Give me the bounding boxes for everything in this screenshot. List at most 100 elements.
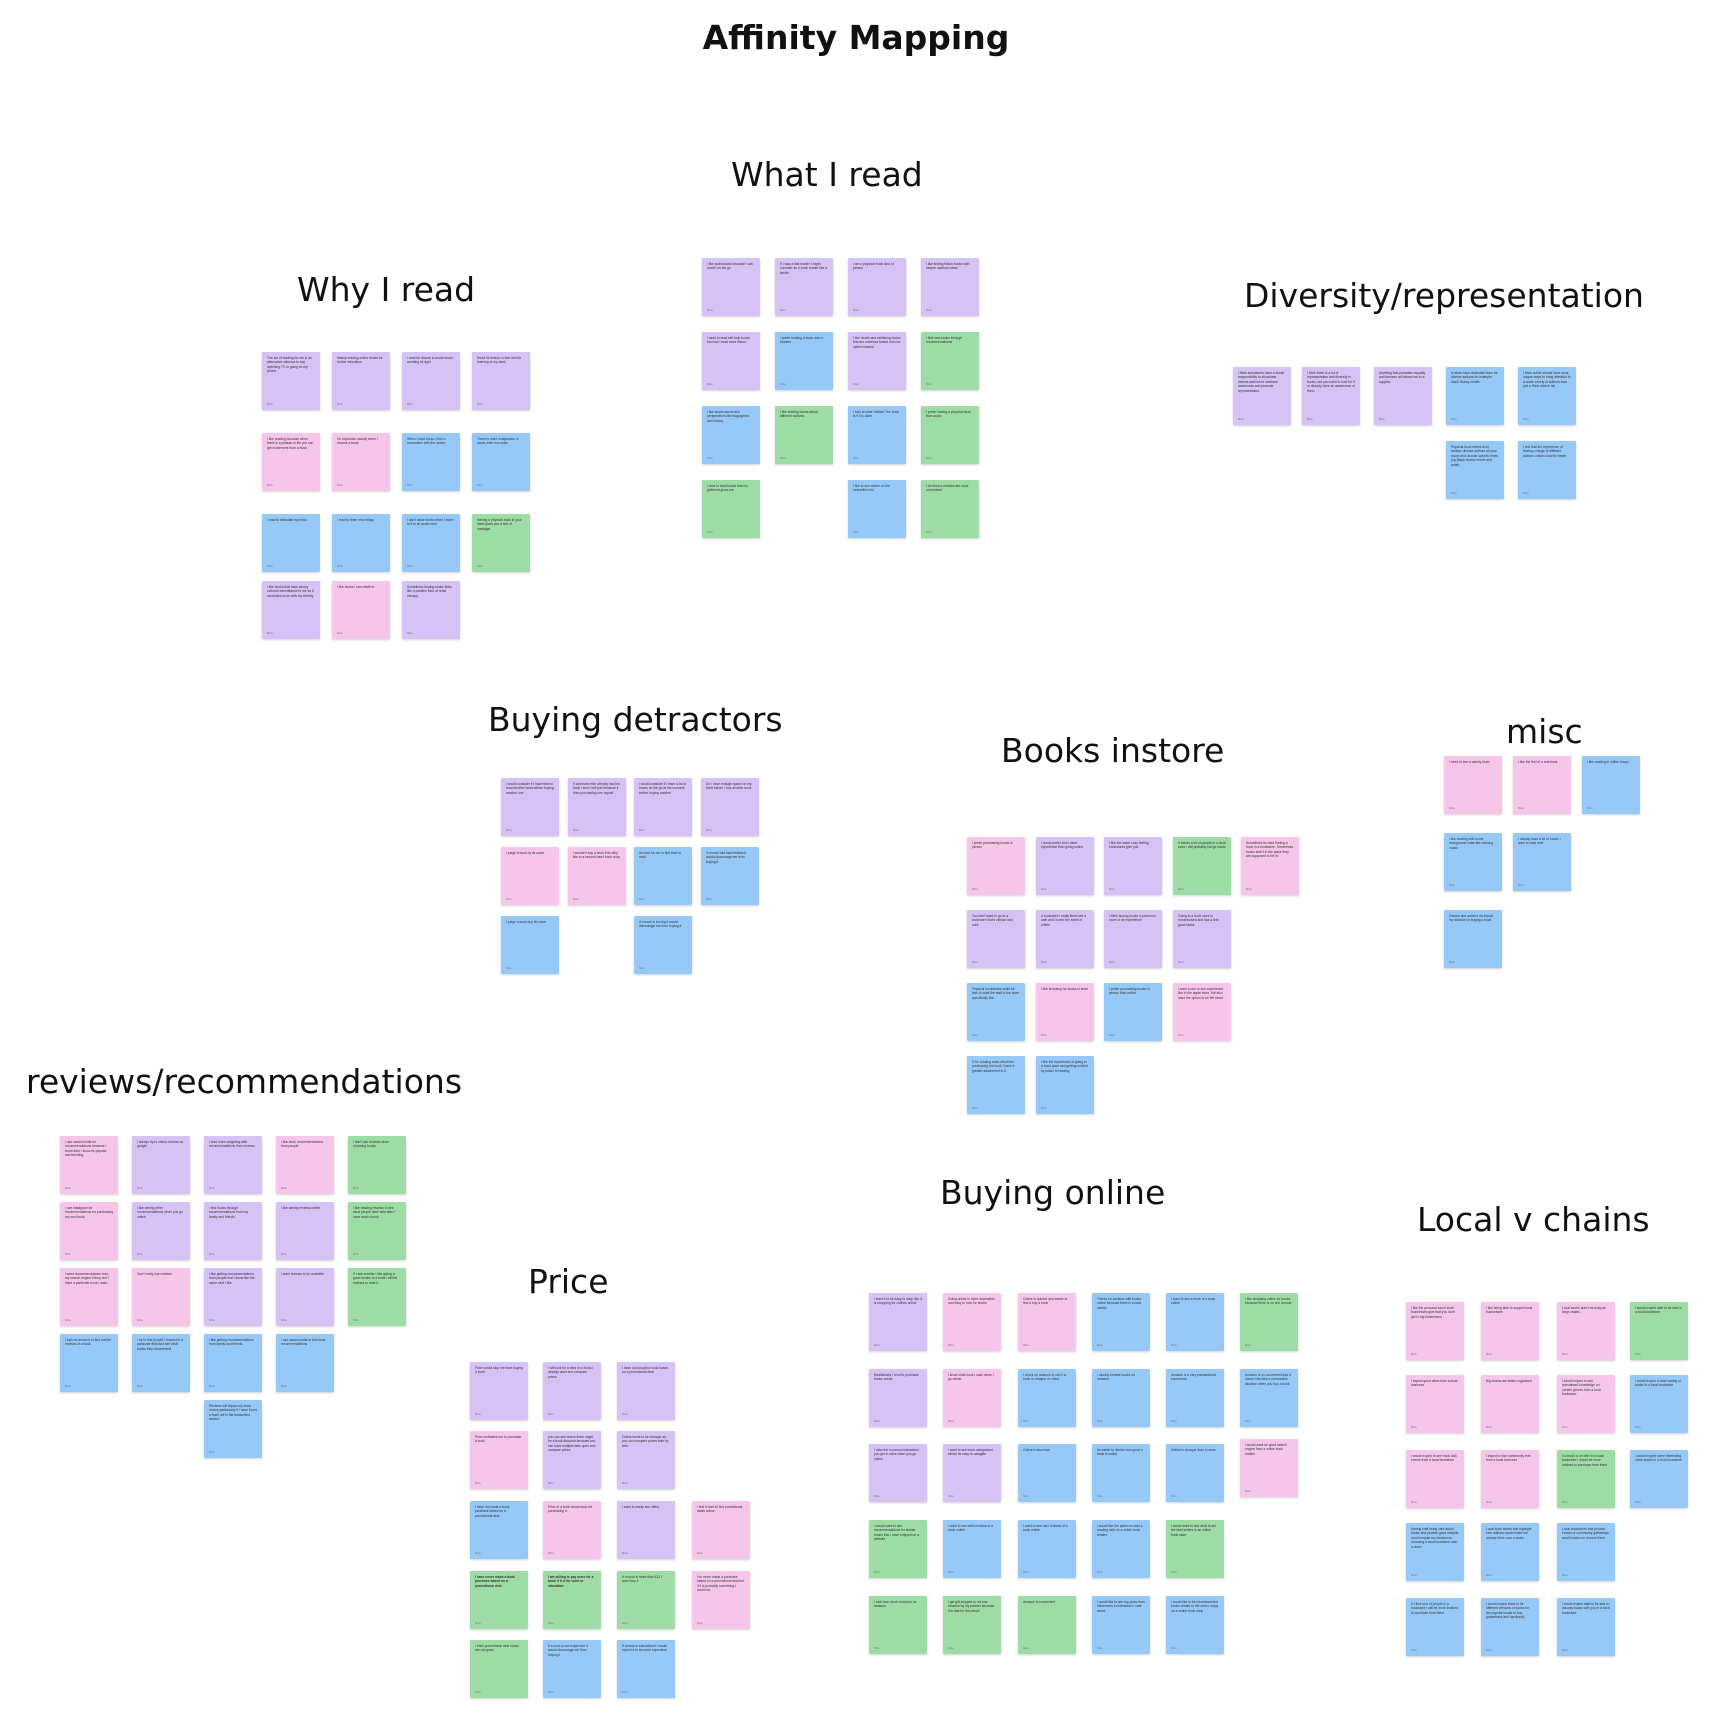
sticky-note[interactable]: I like health and wellbeing books that a… [848, 332, 906, 390]
group-title-reviews[interactable]: reviews/recommendations [26, 1062, 463, 1101]
sticky-note[interactable]: I'm impulsive usually when I choose a bo… [332, 433, 390, 491]
group-title-buying-detractors[interactable]: Buying detractors [488, 700, 783, 739]
sticky-note[interactable]: I prefer holding a book over e-readers Mi… [775, 332, 833, 390]
sticky-note[interactable]: I would consider if I have time to read … [501, 778, 559, 836]
sticky-note[interactable]: I expect good vibes from a local busines… [1406, 1375, 1464, 1433]
sticky-note[interactable]: Sometimes buying books feels like a posi… [402, 581, 460, 639]
sticky-note[interactable]: I would want to see what is are the best… [1166, 1520, 1224, 1578]
sticky-note[interactable]: I don't use reviews when choosing books M… [348, 1136, 406, 1194]
sticky-note[interactable]: I would expect staff to be nice in a loc… [1630, 1302, 1688, 1360]
sticky-note[interactable]: I need to see a catchy blurb Mina [1444, 756, 1502, 814]
sticky-note[interactable]: I know what book I want when I go online… [943, 1369, 1001, 1427]
sticky-note[interactable]: I've never made a purchase based on a pr… [692, 1571, 750, 1629]
sticky-note[interactable]: I like seeing other recommendations when… [132, 1202, 190, 1260]
sticky-note[interactable]: Don't really use reviews. Mina [132, 1268, 190, 1326]
sticky-note[interactable]: Read for leisure in bed and for learning… [472, 352, 530, 410]
sticky-note[interactable]: Local book stores that highlight new aut… [1481, 1523, 1539, 1581]
sticky-note[interactable]: There is more imagination in words than … [472, 433, 530, 491]
sticky-note[interactable]: I want it to be easy to shop like it is … [869, 1293, 927, 1351]
sticky-note[interactable]: I miss the in person interaction you get… [869, 1444, 927, 1502]
group-title-misc[interactable]: misc [1506, 712, 1583, 751]
sticky-note[interactable]: I like books I can relate to Mina [332, 581, 390, 639]
sticky-note[interactable]: Price motivates me to purchase a book Min… [470, 1431, 528, 1489]
sticky-note[interactable]: I want reviews to be available Mina [276, 1268, 334, 1326]
sticky-note[interactable]: Its hard for me to find time to read Mina [634, 847, 692, 905]
sticky-note[interactable]: I judge a book buy its cover Mina [501, 916, 559, 974]
sticky-note[interactable]: I feel that the experience of finding a … [1518, 441, 1576, 499]
sticky-note[interactable]: I want recommendations from my search en… [60, 1268, 118, 1326]
sticky-note[interactable]: Local stores aren't as busy as large cha… [1557, 1302, 1615, 1360]
sticky-note[interactable]: Sometimes its hard finding a book in a b… [1241, 837, 1299, 895]
sticky-note[interactable]: I would like to be recommended books sim… [1166, 1596, 1224, 1654]
sticky-note[interactable]: I get gift shipped to not use amazon by … [943, 1596, 1001, 1654]
sticky-note[interactable]: you can see where there might be a book … [543, 1431, 601, 1489]
sticky-note[interactable]: Mainly reading online books for further … [332, 352, 390, 410]
sticky-note[interactable]: Theres no curation with books online bec… [1092, 1293, 1150, 1351]
sticky-note[interactable]: I like seeing reviews online Mina [276, 1202, 334, 1260]
sticky-note[interactable]: I use Instagram for recommendations for … [60, 1202, 118, 1260]
sticky-note[interactable]: I judge a book by its cover Mina [501, 847, 559, 905]
sticky-note[interactable]: I use social media for recommendations b… [60, 1136, 118, 1194]
sticky-note[interactable]: If a book is educational I would expect … [617, 1640, 675, 1698]
sticky-note[interactable]: Online is cheaper than in store Mina [1166, 1444, 1224, 1502]
sticky-note[interactable]: If I was a fast reader I might consider … [775, 258, 833, 316]
sticky-note[interactable]: I like books that have strong cultural r… [262, 581, 320, 639]
sticky-note[interactable]: I think buying books in person is more o… [1104, 910, 1162, 968]
sticky-note[interactable]: If theres a lot of people in a book stor… [1173, 837, 1231, 895]
sticky-note[interactable]: Going to a book store is romanticised an… [1173, 910, 1231, 968]
sticky-note[interactable]: I wouldn't buy a book if its dirty like … [568, 847, 626, 905]
group-title-local-v-chains[interactable]: Local v chains [1417, 1200, 1650, 1239]
sticky-note[interactable]: I like to see what's on the bestsellers … [848, 480, 906, 538]
sticky-note[interactable]: I like reading books about different cul… [775, 406, 833, 464]
sticky-note[interactable]: I expect a nice community feel from a lo… [1481, 1450, 1539, 1508]
sticky-note[interactable]: I want to see book categorised where its… [943, 1444, 1001, 1502]
sticky-note[interactable]: I like reading with some background nois… [1444, 833, 1502, 891]
sticky-note[interactable]: I do think e-readers are more convenient… [921, 480, 979, 538]
sticky-note[interactable]: I think online should have more unique w… [1518, 367, 1576, 425]
sticky-note[interactable]: I like the experience of going to a book… [1036, 1056, 1094, 1114]
sticky-note[interactable]: I would like to see top picks from influ… [1092, 1596, 1150, 1654]
sticky-note[interactable]: Do I have enough space on my shelf befor… [701, 778, 759, 836]
sticky-note[interactable]: If a book is more than £12 I won't buy i… [617, 1571, 675, 1629]
sticky-note[interactable]: I have not made a book purchase based on… [470, 1501, 528, 1559]
sticky-note[interactable]: I think bookstores have a social respons… [1233, 367, 1291, 425]
sticky-note[interactable]: I find books through recommendations fro… [204, 1202, 262, 1260]
sticky-note[interactable]: Having staff really care about books and… [1406, 1523, 1464, 1581]
sticky-note[interactable]: I think promotional deal books are not g… [470, 1640, 528, 1698]
sticky-note[interactable]: I want to see user reviews of a book onl… [1018, 1520, 1076, 1578]
sticky-note[interactable]: I read for leisure to avoid doom scrolli… [402, 352, 460, 410]
sticky-note[interactable]: A bookstore I really liked had a cafe an… [1036, 910, 1094, 968]
sticky-note[interactable]: I have never made a book purchase based … [470, 1571, 528, 1629]
sticky-note[interactable]: If someone else already had the book I w… [568, 778, 626, 836]
sticky-note[interactable]: I look how much a book is on amazon Mina [869, 1596, 927, 1654]
sticky-note[interactable]: I like finding fiction books with deeper… [921, 258, 979, 316]
sticky-note[interactable]: I am willing to pay more for a book if i… [543, 1571, 601, 1629]
sticky-note[interactable]: Its easier to decide how good a book is … [1092, 1444, 1150, 1502]
sticky-note[interactable]: I would consider if I have a lot of book… [634, 778, 692, 836]
sticky-note[interactable]: In store have dedicated isles for divers… [1446, 367, 1504, 425]
sticky-note[interactable]: I would want to see recommendations for … [869, 1520, 927, 1578]
group-title-diversity[interactable]: Diversity/representation [1244, 276, 1644, 315]
sticky-note[interactable]: Big chains are better organised Mina [1481, 1375, 1539, 1433]
sticky-note[interactable]: I would like the option to start a readi… [1092, 1520, 1150, 1578]
sticky-note[interactable]: I like reading in coffee shops Mina [1582, 756, 1640, 814]
sticky-note[interactable]: Physical book stores don't surface diver… [1446, 441, 1504, 499]
sticky-note[interactable]: I try to find people I respect in a part… [132, 1334, 190, 1392]
sticky-note[interactable]: Amazon is so convenient that it doesn't … [1240, 1369, 1298, 1427]
sticky-note[interactable]: I would expect a wide variety of books i… [1630, 1375, 1688, 1433]
sticky-note[interactable]: I would expect to see book club events f… [1406, 1450, 1464, 1508]
sticky-note[interactable]: I use social media to find book recommen… [276, 1334, 334, 1392]
sticky-note[interactable]: I always try to check reviews on google M… [132, 1136, 190, 1194]
sticky-note[interactable]: Online is less bias Mina [1018, 1444, 1076, 1502]
sticky-note[interactable]: Online tends to be cheaper as you can co… [617, 1431, 675, 1489]
sticky-note[interactable]: I check on amazon to see if a book is ch… [1018, 1369, 1076, 1427]
sticky-note[interactable]: I like book recommendations from people M… [276, 1136, 334, 1194]
sticky-note[interactable]: I prefer having a physical book than aud… [921, 406, 979, 464]
group-title-buying-online[interactable]: Buying online [940, 1173, 1166, 1212]
group-title-why-i-read[interactable]: Why I read [297, 270, 476, 309]
sticky-note[interactable]: I like the feel of a real book Mina [1513, 756, 1571, 814]
sticky-note[interactable]: I like browsing for books in store Mina [1036, 983, 1094, 1041]
sticky-note[interactable]: I don't value books when I listen to it … [402, 514, 460, 572]
sticky-note[interactable]: I usually have a lot of books I want to … [1513, 833, 1571, 891]
